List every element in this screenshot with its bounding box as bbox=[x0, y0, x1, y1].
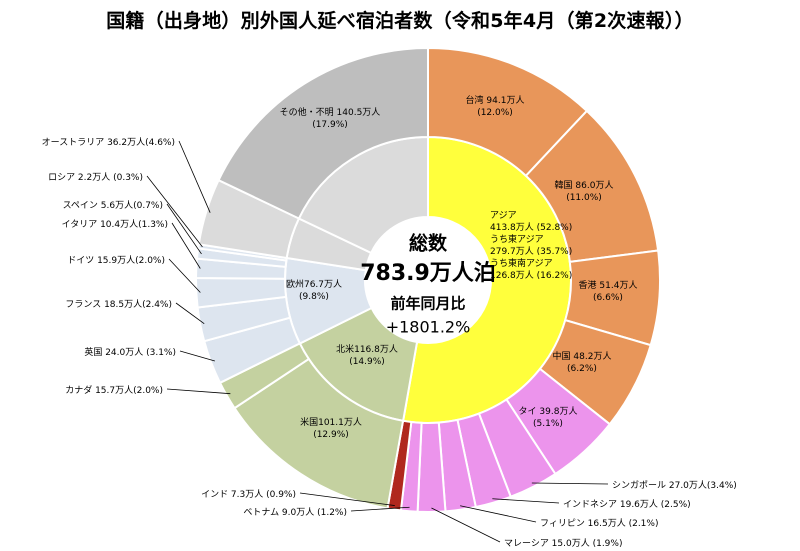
center-line3: 前年同月比 bbox=[390, 295, 465, 313]
outer-label-17: スペイン 5.6万人(0.7%) bbox=[63, 200, 163, 211]
leader-line-17 bbox=[166, 203, 202, 255]
center-line2: 783.9万人泊 bbox=[360, 261, 496, 286]
outer-label-18: ロシア 2.2万人 (0.3%) bbox=[48, 172, 143, 183]
outer-label-8: マレーシア 15.0万人 (1.9%) bbox=[504, 538, 622, 549]
center-line1: 総数 bbox=[409, 232, 448, 255]
leader-line-6 bbox=[492, 498, 560, 504]
inner-label-0: アジア 413.8万人 (52.8%)うち東アジア 279.7万人 (35.7%)う… bbox=[490, 211, 572, 281]
leader-line-16 bbox=[171, 222, 201, 269]
leader-line-10 bbox=[299, 492, 395, 506]
outer-label-11: 米国101.1万人(12.9%) bbox=[300, 416, 362, 440]
outer-label-6: インドネシア 19.6万人 (2.5%) bbox=[563, 499, 691, 510]
inner-label-2: 欧州76.7万人(9.8%) bbox=[286, 278, 342, 302]
leader-line-19 bbox=[178, 140, 211, 213]
leader-line-8 bbox=[431, 507, 501, 543]
leader-line-7 bbox=[460, 505, 537, 523]
outer-label-2: 香港 51.4万人(6.6%) bbox=[579, 279, 638, 303]
outer-label-3: 中国 48.2万人(6.2%) bbox=[553, 350, 612, 374]
outer-label-0: 台湾 94.1万人(12.0%) bbox=[466, 94, 525, 118]
leader-line-18 bbox=[146, 175, 203, 248]
center-hole bbox=[365, 217, 491, 343]
outer-label-10: インド 7.3万人 (0.9%) bbox=[201, 489, 296, 500]
leader-line-14 bbox=[175, 302, 205, 324]
outer-label-15: ドイツ 15.9万人(2.0%) bbox=[67, 255, 165, 266]
outer-label-12: カナダ 15.7万人(2.0%) bbox=[65, 384, 163, 396]
outer-label-14: フランス 18.5万人(2.4%) bbox=[65, 299, 172, 310]
outer-label-7: フィリピン 16.5万人 (2.1%) bbox=[540, 518, 658, 529]
outer-label-20: その他・不明 140.5万人(17.9%) bbox=[280, 106, 381, 130]
outer-label-9: ベトナム 9.0万人 (1.2%) bbox=[243, 507, 347, 518]
outer-label-4: タイ 39.8万人(5.1%) bbox=[519, 406, 578, 429]
chart-title: 国籍（出身地）別外国人延べ宿泊者数（令和5年4月（第2次速報）） bbox=[106, 10, 694, 32]
outer-label-19: オーストラリア 36.2万人(4.6%) bbox=[42, 137, 175, 148]
leader-line-13 bbox=[179, 350, 215, 362]
inner-label-1: 北米116.8万人(14.9%) bbox=[336, 343, 398, 367]
center-line4: +1801.2% bbox=[386, 318, 471, 337]
outer-label-16: イタリア 10.4万人(1.3%) bbox=[62, 219, 168, 230]
leader-line-12 bbox=[166, 388, 231, 395]
leader-line-5 bbox=[531, 482, 609, 485]
outer-label-13: 英国 24.0万人 (3.1%) bbox=[84, 346, 176, 358]
leader-line-15 bbox=[168, 258, 201, 293]
outer-slice-20 bbox=[217, 46, 429, 220]
outer-label-1: 韓国 86.0万人(11.0%) bbox=[555, 180, 614, 203]
leader-line-9 bbox=[350, 506, 410, 512]
outer-label-5: シンガポール 27.0万人(3.4%) bbox=[612, 480, 737, 491]
